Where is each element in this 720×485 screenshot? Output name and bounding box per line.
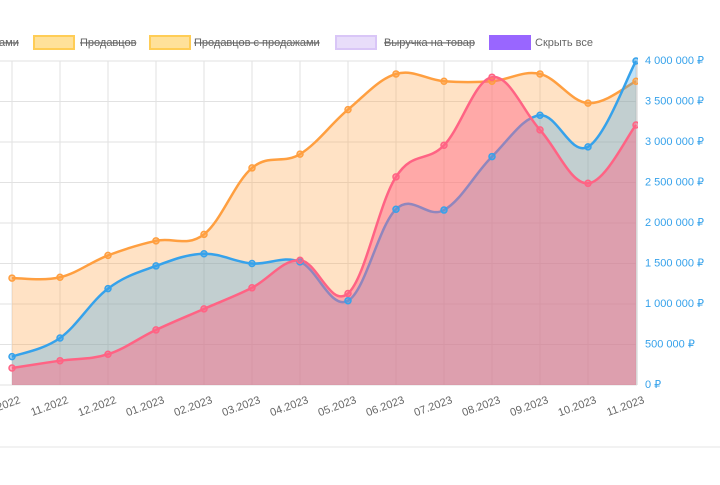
x-tick-label: 07.2023	[413, 394, 454, 419]
x-tick-label: 10.2022	[0, 394, 22, 419]
legend-label: ками	[0, 37, 19, 49]
x-tick-label: 03.2023	[221, 394, 262, 419]
point	[536, 111, 544, 120]
point	[632, 77, 638, 85]
point	[152, 326, 160, 334]
x-tick-label: 06.2023	[365, 394, 406, 419]
legend-item[interactable]: Продавцов с продажами	[149, 35, 320, 50]
area-fill	[12, 72, 636, 385]
point	[392, 173, 400, 181]
x-tick-label: 05.2023	[317, 394, 358, 419]
grid	[0, 60, 638, 386]
point	[296, 256, 304, 265]
legend-item[interactable]: Выручка на товар	[335, 35, 475, 50]
point	[56, 273, 64, 282]
point	[584, 99, 592, 107]
y-tick-label: 2 000 000 ₽	[645, 217, 704, 229]
point	[392, 205, 400, 213]
point	[200, 250, 208, 258]
x-tick-label: 02.2023	[173, 394, 214, 419]
point	[440, 77, 448, 85]
y-tick-label: 4 000 000 ₽	[645, 55, 704, 67]
x-tick-label: 12.2022	[77, 394, 118, 419]
y-tick-label: 1 500 000 ₽	[645, 257, 704, 269]
legend-item[interactable]: Продавцов	[33, 35, 137, 50]
point	[536, 126, 544, 134]
x-tick-label: 11.2022	[29, 394, 70, 419]
point	[344, 289, 352, 298]
point	[344, 297, 352, 305]
area-fill	[12, 77, 636, 385]
x-tick-label: 01.2023	[125, 394, 166, 419]
legend-label: Продавцов	[80, 37, 137, 49]
y-tick-label: 1 000 000 ₽	[645, 298, 704, 310]
point	[56, 356, 64, 365]
point	[200, 305, 208, 313]
legend-label: Продавцов с продажами	[194, 37, 320, 49]
point	[440, 206, 448, 214]
point	[344, 105, 352, 114]
point	[584, 143, 592, 151]
legend-label: Выручка на товар	[384, 37, 475, 49]
point	[392, 70, 400, 78]
point	[488, 152, 496, 161]
point	[104, 350, 112, 358]
y-tick-label: 3 000 000 ₽	[645, 136, 704, 148]
y-tick-label: 3 500 000 ₽	[645, 95, 704, 107]
x-tick-label: 11.2023	[605, 394, 646, 419]
point	[104, 284, 112, 293]
point	[248, 259, 256, 268]
legend-swatch	[149, 35, 191, 50]
legend-label: Скрыть все	[535, 37, 593, 49]
point	[584, 179, 592, 188]
point	[8, 352, 16, 361]
legend-swatch	[489, 35, 531, 50]
point	[296, 150, 304, 158]
point	[536, 70, 544, 78]
point	[56, 334, 64, 342]
point	[248, 164, 256, 172]
point	[248, 284, 256, 292]
point	[8, 364, 16, 372]
legend-swatch	[335, 35, 377, 50]
point	[632, 57, 638, 65]
y-tick-label: 2 500 000 ₽	[645, 176, 704, 188]
point	[8, 274, 16, 282]
y-tick-label: 500 000 ₽	[645, 338, 695, 350]
point	[200, 230, 208, 239]
legend-item[interactable]: ками	[0, 37, 19, 49]
area-fill	[12, 61, 636, 385]
x-tick-label: 09.2023	[509, 394, 550, 419]
x-tick-label: 10.2023	[557, 394, 598, 419]
x-tick-label: 08.2023	[461, 394, 502, 419]
x-tick-label: 04.2023	[269, 394, 310, 419]
legend-item[interactable]: Скрыть все	[489, 35, 593, 50]
legend-swatch	[33, 35, 75, 50]
point	[440, 141, 448, 149]
point	[104, 251, 112, 260]
y-tick-label: 0 ₽	[645, 379, 661, 391]
point	[632, 121, 638, 129]
point	[152, 237, 160, 245]
point	[152, 262, 160, 270]
point	[488, 73, 496, 81]
line	[11, 71, 637, 281]
areas	[8, 57, 638, 385]
